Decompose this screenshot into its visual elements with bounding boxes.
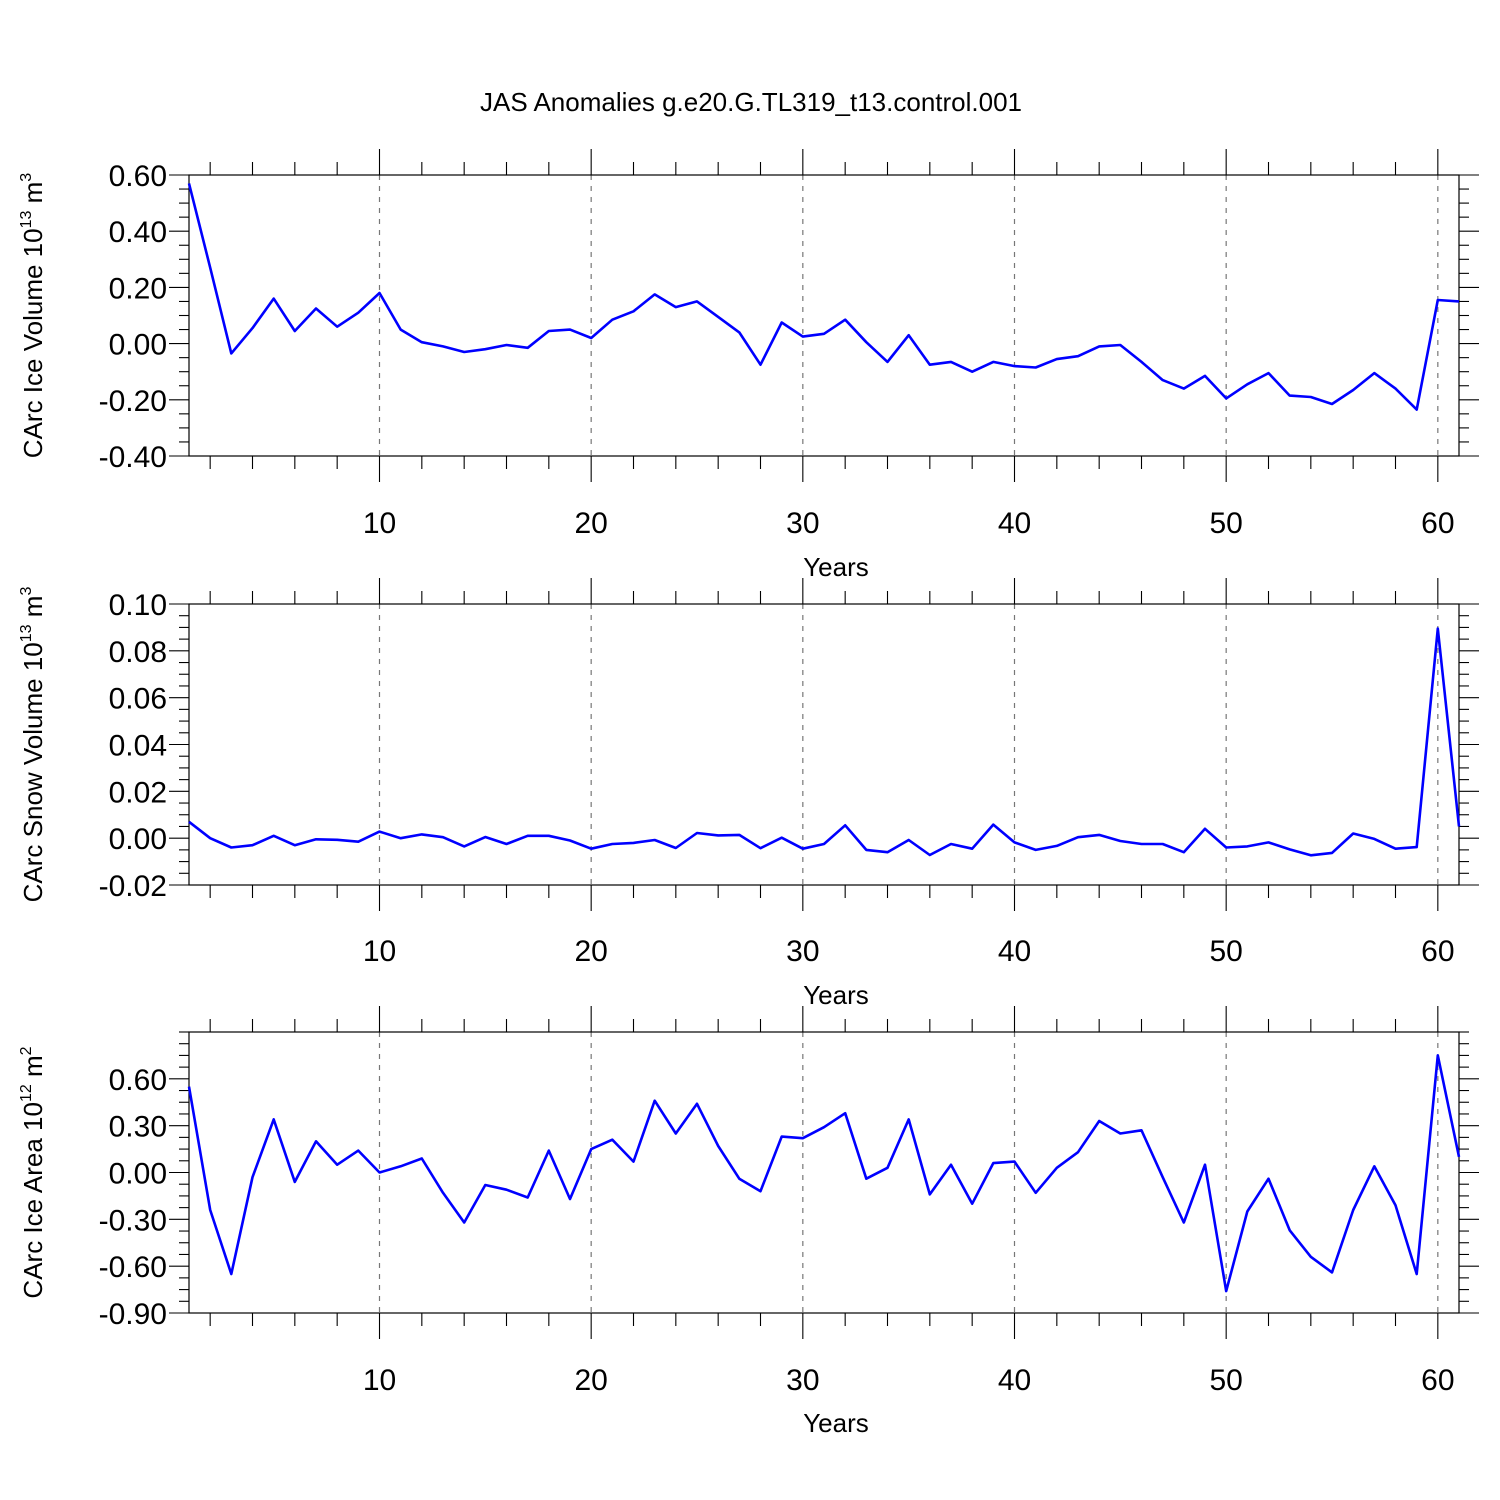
x-tick-label: 20: [574, 935, 607, 968]
x-tick-label: 20: [574, 1364, 607, 1397]
y-tick-label: 0.20: [109, 272, 167, 305]
x-tick-label: 60: [1421, 1364, 1454, 1397]
y-tick-label: 0.02: [109, 776, 167, 809]
y-axis-label-unit: m: [18, 182, 48, 211]
x-tick-label: 60: [1421, 935, 1454, 968]
x-tick-label: 50: [1209, 1364, 1242, 1397]
y-tick-label: -0.90: [99, 1298, 167, 1331]
x-tick-label: 30: [786, 935, 819, 968]
x-tick-label: 60: [1421, 507, 1454, 540]
y-tick-label: 0.60: [109, 160, 167, 193]
x-tick-label: 40: [998, 507, 1031, 540]
y-axis-label: CArc Ice Area 1012 m2: [18, 1046, 48, 1298]
y-axis-label-text: CArc Ice Area 10: [18, 1102, 48, 1299]
y-axis-label: CArc Snow Volume 1013 m3: [18, 587, 48, 903]
y-axis-label-unit-superscript: 3: [18, 587, 35, 596]
panel-ice-volume: 10 20 30 40 50 60 0.60 0.40 0.20 0.00 -0.20 -0.40 Ye…: [18, 149, 1479, 582]
y-axis-label-superscript: 13: [18, 211, 35, 229]
plot-frame: [189, 175, 1459, 456]
y-tick-label: 0.00: [109, 823, 167, 856]
x-tick-label: 50: [1209, 935, 1242, 968]
x-tick-label: 30: [786, 507, 819, 540]
x-axis-label: Years: [803, 1408, 869, 1438]
x-tick-label: 10: [363, 507, 396, 540]
x-tick-label: 10: [363, 935, 396, 968]
y-axis-label-superscript: 12: [18, 1084, 35, 1102]
x-tick-label: 50: [1209, 507, 1242, 540]
y-axis-label-text: CArc Snow Volume 10: [18, 642, 48, 902]
x-axis-label: Years: [803, 552, 869, 582]
y-axis-label: CArc Ice Volume 1013 m3: [18, 173, 48, 458]
y-tick-label: 0.00: [109, 329, 167, 362]
y-tick-label: 0.08: [109, 636, 167, 669]
x-tick-label: 30: [786, 1364, 819, 1397]
y-tick-label: 0.10: [109, 589, 167, 622]
figure-title: JAS Anomalies g.e20.G.TL319_t13.control.…: [480, 87, 1022, 117]
y-axis-label-unit: m: [18, 596, 48, 625]
y-axis-label-unit-superscript: 3: [18, 173, 35, 182]
y-axis-label-superscript: 13: [18, 624, 35, 642]
x-tick-label: 10: [363, 1364, 396, 1397]
y-tick-label: -0.40: [99, 441, 167, 474]
y-tick-label: 0.04: [109, 730, 167, 763]
panels: 10 20 30 40 50 60 0.60 0.40 0.20 0.00 -0.20 -0.40 Ye…: [18, 149, 1479, 1438]
x-tick-label: 40: [998, 1364, 1031, 1397]
y-tick-label: 0.00: [109, 1158, 167, 1191]
y-tick-label: -0.02: [99, 870, 167, 903]
x-tick-label: 40: [998, 935, 1031, 968]
y-axis-label-text: CArc Ice Volume 10: [18, 228, 48, 458]
panel-snow-volume: 10 20 30 40 50 60 0.10 0.08 0.06 0.04 0.02 0.00 -0.0…: [18, 578, 1479, 1010]
y-tick-label: 0.30: [109, 1111, 167, 1144]
y-tick-label: 0.40: [109, 216, 167, 249]
y-tick-label: -0.60: [99, 1251, 167, 1284]
y-tick-label: -0.30: [99, 1204, 167, 1237]
y-tick-label: -0.20: [99, 385, 167, 418]
y-axis-label-unit: m: [18, 1055, 48, 1084]
y-axis-label-unit-superscript: 2: [18, 1046, 35, 1055]
panel-ice-area: 10 20 30 40 50 60 0.60 0.30 0.00 -0.30 -0.60 -0.90 Y…: [18, 1006, 1479, 1438]
y-tick-label: 0.60: [109, 1064, 167, 1097]
y-tick-label: 0.06: [109, 683, 167, 716]
x-tick-label: 20: [574, 507, 607, 540]
x-axis-label: Years: [803, 980, 869, 1010]
